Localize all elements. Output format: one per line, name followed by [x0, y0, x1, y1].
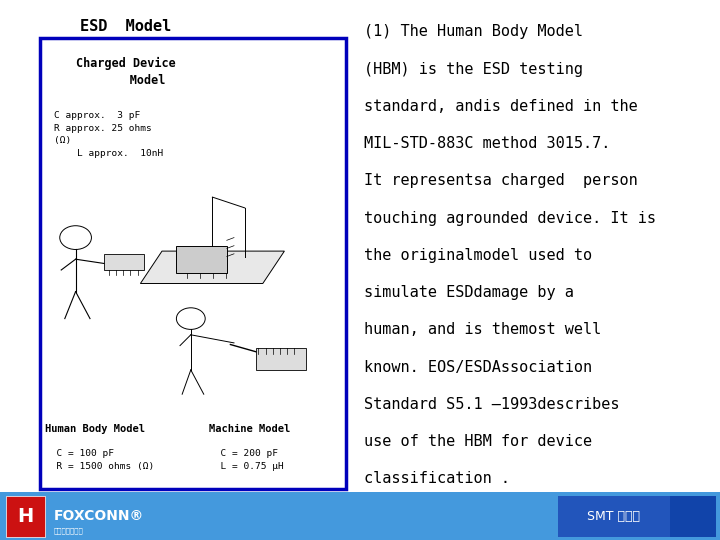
Circle shape — [176, 308, 205, 329]
Text: C = 200 pF
  L = 0.75 μH: C = 200 pF L = 0.75 μH — [209, 449, 284, 471]
Bar — [176, 246, 227, 273]
Text: (1) The Human Body Model: (1) The Human Body Model — [364, 24, 582, 39]
Text: the originalmodel used to: the originalmodel used to — [364, 248, 592, 263]
Circle shape — [60, 226, 91, 249]
Bar — [670, 496, 716, 537]
Text: 富士康科技集团: 富士康科技集团 — [54, 527, 84, 534]
Bar — [40, 38, 346, 489]
Polygon shape — [140, 251, 284, 284]
Text: known. EOS/ESDAssociation: known. EOS/ESDAssociation — [364, 360, 592, 375]
Text: Standard S5.1 –1993describes: Standard S5.1 –1993describes — [364, 397, 619, 412]
Text: Machine Model: Machine Model — [209, 424, 290, 434]
Text: H: H — [17, 507, 34, 526]
Text: Human Body Model: Human Body Model — [45, 424, 145, 434]
Text: C approx.  3 pF
R approx. 25 ohms
(Ω)
    L approx.  10nH: C approx. 3 pF R approx. 25 ohms (Ω) L a… — [54, 111, 163, 158]
Text: (HBM) is the ESD testing: (HBM) is the ESD testing — [364, 62, 582, 77]
Bar — [558, 496, 670, 537]
Text: SMT 技委會: SMT 技委會 — [587, 510, 640, 523]
Bar — [104, 254, 144, 270]
Text: classification .: classification . — [364, 471, 510, 487]
Text: use of the HBM for device: use of the HBM for device — [364, 434, 592, 449]
Text: ESD  Model: ESD Model — [81, 19, 171, 34]
Text: simulate ESDdamage by a: simulate ESDdamage by a — [364, 285, 573, 300]
Bar — [256, 348, 306, 370]
Bar — [6, 496, 45, 537]
Text: It representsa charged  person: It representsa charged person — [364, 173, 637, 188]
Text: FOXCONN®: FOXCONN® — [54, 509, 144, 523]
Text: C = 100 pF
  R = 1500 ohms (Ω): C = 100 pF R = 1500 ohms (Ω) — [45, 449, 154, 471]
Bar — [0, 492, 720, 540]
Text: human, and is themost well: human, and is themost well — [364, 322, 601, 338]
Text: MIL-STD-883C method 3015.7.: MIL-STD-883C method 3015.7. — [364, 136, 610, 151]
Text: Charged Device
      Model: Charged Device Model — [76, 57, 176, 87]
Text: standard, andis defined in the: standard, andis defined in the — [364, 99, 637, 114]
Text: touching agrounded device. It is: touching agrounded device. It is — [364, 211, 656, 226]
